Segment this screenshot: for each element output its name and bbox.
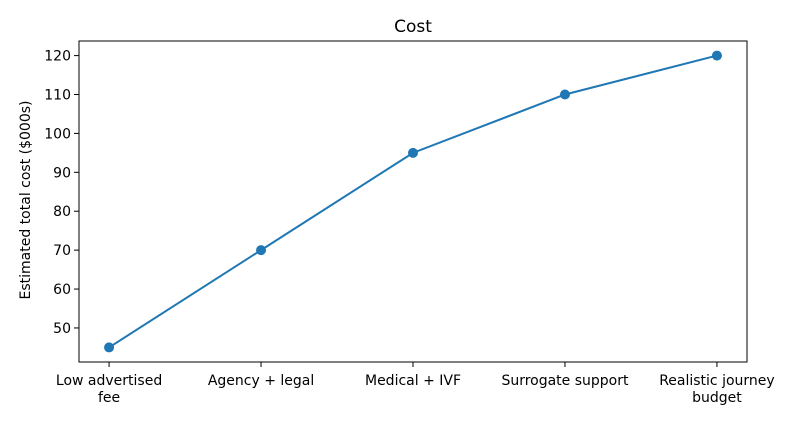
x-tick-label: Low advertised fee (56, 373, 162, 406)
x-axis-ticks: Low advertised fee Agency + legal Medical +… (56, 362, 775, 406)
y-axis-label: Estimated total cost ($000s) (18, 101, 34, 300)
y-tick-label: 70 (53, 243, 71, 259)
y-tick-label: 100 (44, 126, 71, 142)
plot-frame (78, 40, 748, 363)
series-group (104, 50, 722, 353)
y-axis-ticks: 50 60 70 80 90 100 110 120 (44, 49, 79, 337)
y-tick-label: 60 (53, 282, 71, 298)
x-tick-label: Realistic journey budget (659, 373, 775, 406)
y-tick-label: 90 (53, 165, 71, 181)
series-line (108, 54, 718, 349)
y-tick-label: 110 (44, 88, 71, 104)
data-point (711, 50, 722, 61)
data-point (559, 89, 570, 100)
y-tick-label: 120 (44, 49, 71, 65)
y-tick-label: 80 (53, 204, 71, 220)
chart-title: Cost (394, 17, 432, 37)
x-tick-label: Agency + legal (208, 373, 314, 389)
x-tick-label: Medical + IVF (365, 373, 461, 389)
x-tick-label: Surrogate support (501, 373, 629, 389)
data-point (408, 147, 418, 158)
data-point (104, 342, 115, 353)
data-point (256, 245, 267, 256)
y-tick-label: 50 (53, 321, 71, 337)
